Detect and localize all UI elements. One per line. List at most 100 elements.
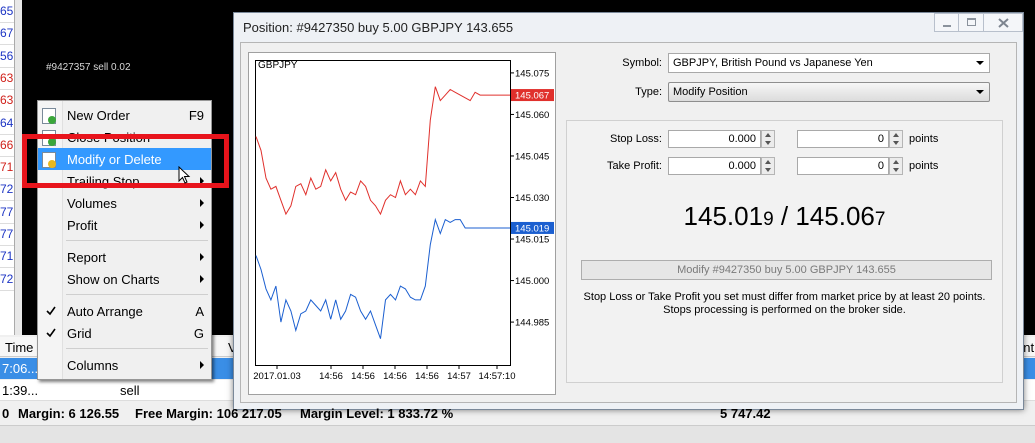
type-select[interactable]: Modify Position <box>668 82 990 102</box>
take-profit-points-input[interactable]: 0 <box>797 157 889 175</box>
menu-separator <box>66 240 208 241</box>
menu-label: New Order <box>67 108 130 123</box>
modify-button[interactable]: Modify #9427350 buy 5.00 GBPJPY 143.655 <box>581 260 992 280</box>
price-cell: 56 <box>0 48 14 63</box>
cell: 1:39... <box>2 383 39 398</box>
bid-main: 145.01 <box>683 201 764 231</box>
column-header: Time <box>5 340 34 355</box>
menu-shortcut: A <box>195 304 204 319</box>
stop-loss-input[interactable]: 0.000 <box>668 130 761 148</box>
price-chart: GBPJPY 145.075 145.060 145.045 145.030 145.01… <box>248 52 556 395</box>
row-line <box>0 22 14 23</box>
row-line <box>0 66 14 68</box>
price-cell: 77 <box>0 227 14 241</box>
y-tick-label: 145.015 <box>515 235 549 246</box>
x-tick-label: 14:56 <box>319 371 343 382</box>
mouse-cursor <box>178 166 191 184</box>
menu-item[interactable]: Profit <box>38 214 211 236</box>
status-text: 5 747.42 <box>720 406 771 421</box>
column-scrollbar <box>14 0 22 335</box>
menu-item[interactable]: Auto Arrange A <box>38 300 211 322</box>
row-line <box>0 44 14 46</box>
menu-item[interactable]: Volumes <box>38 192 211 214</box>
x-tick-label: 2017.01.03 <box>253 371 301 382</box>
take-profit-input[interactable]: 0.000 <box>668 157 761 175</box>
price-cell: 63 <box>0 70 14 85</box>
y-tick-label: 145.045 <box>515 151 549 162</box>
price-cell: 72 <box>0 182 14 197</box>
minimize-icon <box>943 25 951 27</box>
row-line <box>0 267 14 269</box>
row-line <box>0 155 14 157</box>
row-line <box>0 222 14 224</box>
current-price-box <box>511 89 554 102</box>
order-label: #9427357 sell 0.02 <box>46 62 131 73</box>
close-button[interactable] <box>983 13 1023 32</box>
price-cell: 63 <box>0 93 14 108</box>
menu-item[interactable]: Grid G <box>38 322 211 344</box>
plot-area <box>255 60 511 366</box>
check-path <box>46 306 56 316</box>
icon-badge <box>48 160 56 168</box>
current-price-box <box>511 221 554 234</box>
menu-label: Modify or Delete <box>67 152 162 167</box>
menu-icon <box>42 152 56 168</box>
menu-item[interactable]: Show on Charts <box>38 268 211 290</box>
spinner[interactable] <box>889 157 903 175</box>
minimize-button[interactable] <box>934 13 959 32</box>
menu-item[interactable]: Modify or Delete <box>38 148 211 170</box>
type-label: Type: <box>635 86 662 98</box>
menu-label: Show on Charts <box>67 272 160 287</box>
price-line <box>255 217 510 339</box>
symbol-label: Symbol: <box>622 57 662 69</box>
spinner[interactable] <box>761 157 775 175</box>
y-tick-label: 145.075 <box>515 68 549 79</box>
price-column: 65 67 56 63 63 64 66 71 72 77 77 71 72 <box>0 0 14 335</box>
stop-loss-label: Stop Loss: <box>610 133 662 145</box>
spinner[interactable] <box>889 130 903 148</box>
highlight-box <box>22 134 229 188</box>
menu-item[interactable]: Columns <box>38 354 211 376</box>
note-line: Stops processing is performed on the bro… <box>663 304 906 316</box>
symbol-value: GBPJPY, British Pound vs Japanese Yen <box>673 57 873 69</box>
column-header: V <box>228 340 237 355</box>
price-cell: 71 <box>0 249 14 264</box>
row-line <box>0 200 14 202</box>
row-line <box>0 133 14 135</box>
menu-shortcut: G <box>193 326 204 341</box>
ask-main: 145.06 <box>795 201 875 231</box>
price-cell: 66 <box>0 137 14 152</box>
x-tick-label: 14:57 <box>447 371 471 382</box>
y-tick-label: 144.985 <box>515 318 549 329</box>
spinner[interactable] <box>761 130 775 148</box>
y-tick-label: 145.060 <box>515 110 549 121</box>
menu-label: Volumes <box>67 196 117 211</box>
menu-item[interactable]: Report <box>38 246 211 268</box>
dialog-title: Position: #9427350 buy 5.00 GBPJPY 143.6… <box>243 20 514 35</box>
symbol-select[interactable]: GBPJPY, British Pound vs Japanese Yen <box>668 53 990 73</box>
icon-column <box>38 101 63 379</box>
current-price-label: 145.019 <box>515 223 549 234</box>
submenu-arrow <box>200 221 204 229</box>
maximize-icon <box>967 18 976 26</box>
close-icon <box>998 18 1009 28</box>
cell: 7:06... <box>2 361 39 376</box>
group-box <box>566 120 1003 383</box>
submenu-arrow <box>200 199 204 207</box>
row-line <box>0 289 14 291</box>
price-cell: 67 <box>0 26 14 41</box>
icon-badge <box>48 138 56 146</box>
quote-separator: / <box>780 201 789 231</box>
y-tick-label: 145.030 <box>515 193 549 204</box>
note-line: Stop Loss or Take Profit you set must di… <box>583 291 986 303</box>
chart-title: GBPJPY <box>258 60 298 71</box>
tab-strip <box>0 425 1035 443</box>
maximize-button[interactable] <box>958 13 984 32</box>
stop-loss-points-input[interactable]: 0 <box>797 130 889 148</box>
menu-item[interactable]: New Order F9 <box>38 104 211 126</box>
price-cell: 71 <box>0 160 14 175</box>
current-price-label: 145.067 <box>515 91 549 102</box>
menu-label: Report <box>67 250 107 265</box>
menu-label: Columns <box>67 358 119 373</box>
